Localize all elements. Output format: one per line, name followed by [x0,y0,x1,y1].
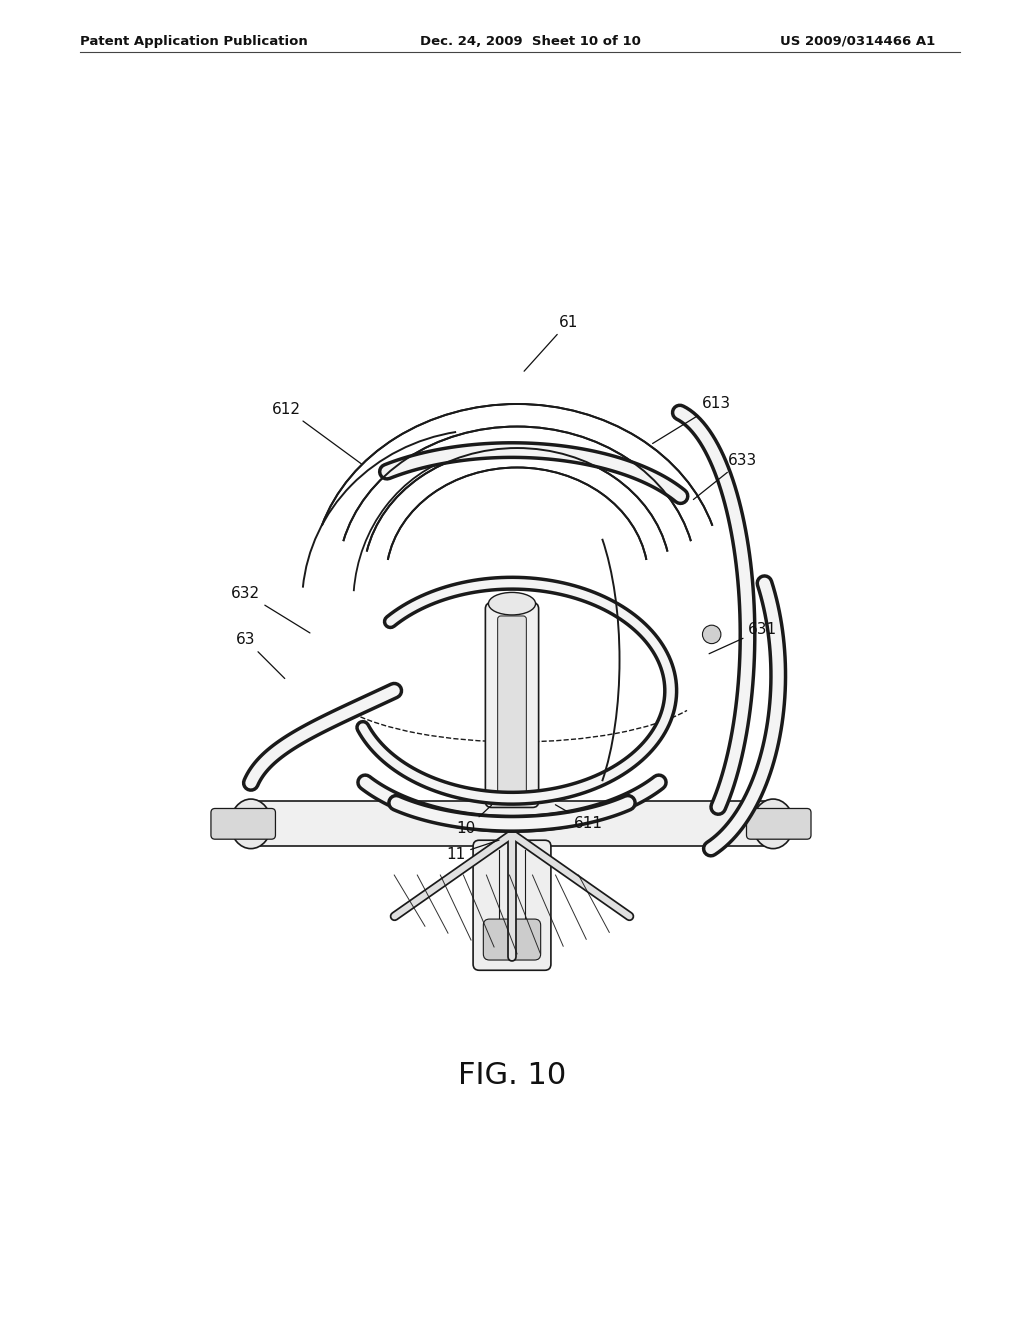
Text: 612: 612 [272,401,361,463]
Polygon shape [251,801,773,846]
Text: 11: 11 [446,840,499,862]
FancyBboxPatch shape [746,808,811,840]
FancyBboxPatch shape [483,919,541,960]
Ellipse shape [488,593,536,615]
Circle shape [702,626,721,644]
FancyBboxPatch shape [473,841,551,970]
Text: 631: 631 [709,622,777,653]
FancyBboxPatch shape [485,603,539,808]
Text: 611: 611 [555,805,603,832]
FancyBboxPatch shape [498,616,526,796]
Text: Patent Application Publication: Patent Application Publication [80,36,308,48]
Ellipse shape [230,799,271,849]
Text: 61: 61 [524,314,578,371]
Text: FIG. 10: FIG. 10 [458,1060,566,1089]
Text: Dec. 24, 2009  Sheet 10 of 10: Dec. 24, 2009 Sheet 10 of 10 [420,36,641,48]
Text: 10: 10 [457,805,492,837]
Text: 613: 613 [652,396,731,444]
Text: 633: 633 [693,453,757,499]
Text: US 2009/0314466 A1: US 2009/0314466 A1 [780,36,935,48]
Text: 63: 63 [236,632,285,678]
Ellipse shape [753,799,794,849]
Text: 632: 632 [231,586,310,634]
FancyBboxPatch shape [211,808,275,840]
